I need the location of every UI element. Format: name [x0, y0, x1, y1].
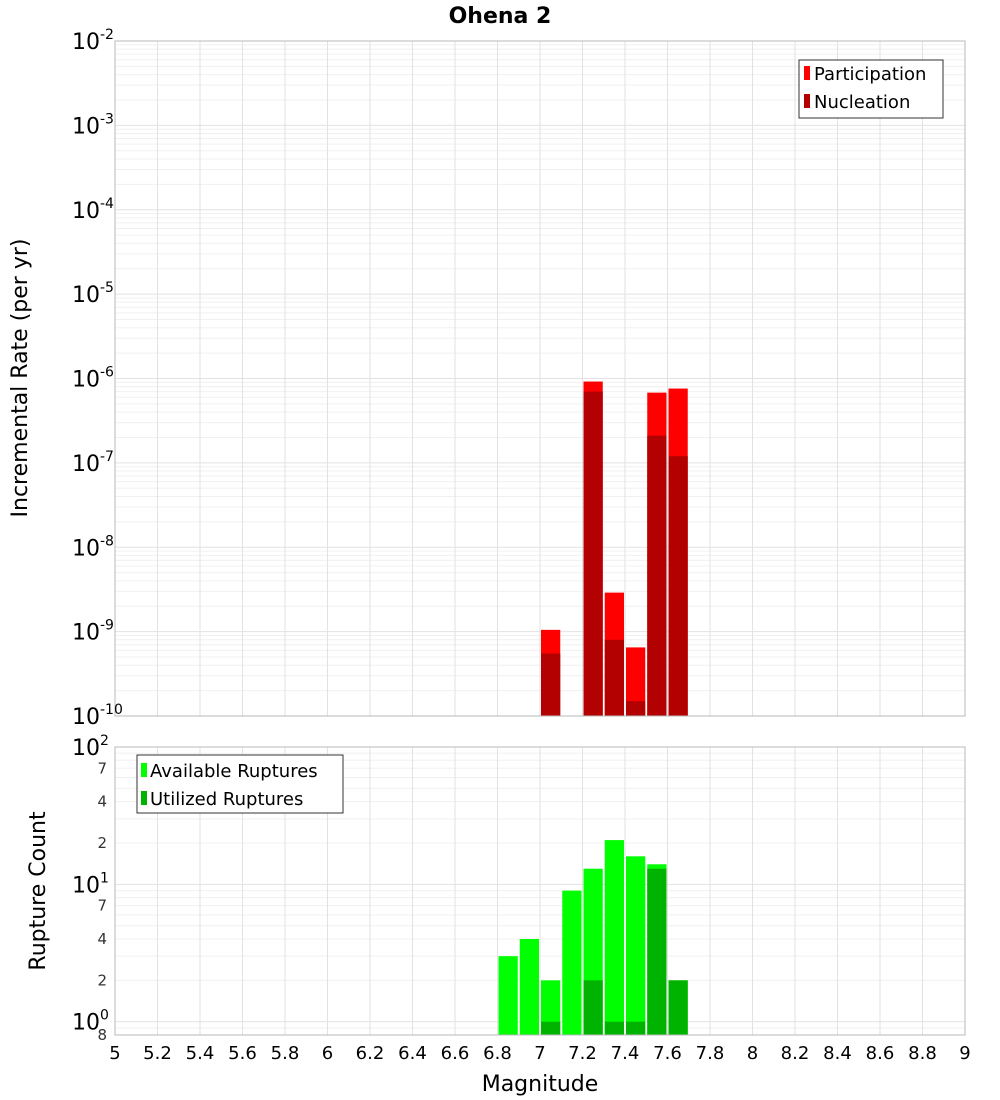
- x-tick-label: 9: [959, 1043, 970, 1064]
- top-y-axis-label: Incremental Rate (per yr): [8, 239, 33, 518]
- y-tick-label: 10-7: [72, 449, 114, 477]
- bottom-plot-frame: [114, 746, 966, 1036]
- x-tick-label: 8.4: [823, 1043, 852, 1064]
- y-tick-label: 10-5: [72, 280, 114, 308]
- available-ruptures-bar: [519, 939, 539, 1035]
- utilized-ruptures-bar: [541, 1021, 561, 1035]
- utilized-ruptures-bar: [604, 1021, 624, 1035]
- y-minor-tick-label: 4: [97, 930, 107, 948]
- legend-label-nucleation: Nucleation: [814, 92, 910, 113]
- y-minor-tick-label: 8: [97, 1026, 107, 1044]
- legend-label-utilized: Utilized Ruptures: [150, 789, 303, 810]
- y-minor-tick-label: 7: [97, 759, 107, 777]
- legend-swatch-available: [141, 763, 147, 777]
- x-tick-label: 6.2: [356, 1043, 385, 1064]
- x-tick-label: 7.8: [696, 1043, 725, 1064]
- available-ruptures-bar: [498, 956, 518, 1035]
- utilized-ruptures-bar: [668, 980, 688, 1035]
- available-ruptures-bar: [604, 840, 624, 1035]
- utilized-ruptures-bar: [626, 1021, 646, 1035]
- x-tick-label: 6.6: [441, 1043, 470, 1064]
- nucleation-bar: [583, 391, 603, 716]
- y-minor-tick-label: 2: [97, 971, 107, 989]
- y-tick-label: 10-2: [72, 27, 114, 55]
- top-plot-bars: [541, 381, 688, 716]
- y-tick-label: 101: [72, 870, 109, 898]
- y-tick-label: 100: [72, 1008, 109, 1036]
- x-tick-label: 8.8: [908, 1043, 937, 1064]
- legend-label-available: Available Ruptures: [150, 761, 318, 782]
- x-tick-label: 7.2: [568, 1043, 597, 1064]
- x-tick-label: 5.8: [271, 1043, 300, 1064]
- available-ruptures-bar: [626, 856, 646, 1035]
- nucleation-bar: [668, 456, 688, 716]
- x-tick-label: 7.4: [611, 1043, 640, 1064]
- x-tick-label: 5.6: [228, 1043, 257, 1064]
- nucleation-bar: [626, 701, 646, 716]
- legend-swatch-participation: [804, 66, 810, 80]
- x-axis-label: Magnitude: [482, 1072, 599, 1097]
- y-tick-label: 10-9: [72, 618, 114, 646]
- x-tick-label: 8.2: [781, 1043, 810, 1064]
- bottom-y-axis-label: Rupture Count: [26, 811, 51, 971]
- y-minor-tick-label: 2: [97, 834, 107, 852]
- x-tick-labels: 5 5.2 5.4 5.6 5.8 6 6.2 6.4 6.6 6.8 7 7.2 7.4 7.6 7.8 8…: [109, 1043, 970, 1064]
- bottom-legend: Available Ruptures Utilized Ruptures: [136, 754, 344, 814]
- top-plot-grid: [114, 40, 966, 717]
- x-tick-label: 8.6: [866, 1043, 895, 1064]
- x-tick-label: 6: [322, 1043, 333, 1064]
- chart-title: Ohena 2: [449, 4, 552, 29]
- participation-bar: [626, 647, 646, 716]
- bottom-plot-bars: [498, 840, 688, 1035]
- available-ruptures-bar: [541, 980, 561, 1035]
- y-tick-label: 102: [72, 733, 109, 761]
- x-tick-label: 6.8: [483, 1043, 512, 1064]
- top-y-tick-labels: 10-2 10-3 10-4 10-5 10-6 10-7 10-8 10-9 10-10: [72, 27, 123, 730]
- x-tick-label: 5: [109, 1043, 120, 1064]
- x-tick-label: 7.6: [653, 1043, 682, 1064]
- x-tick-label: 5.4: [186, 1043, 215, 1064]
- y-tick-label: 10-3: [72, 111, 114, 139]
- x-tick-label: 5.2: [143, 1043, 172, 1064]
- legend-swatch-utilized: [141, 791, 147, 805]
- y-tick-label: 10-10: [72, 702, 123, 730]
- x-tick-label: 7: [534, 1043, 545, 1064]
- y-tick-label: 10-4: [72, 196, 114, 224]
- legend-swatch-nucleation: [804, 94, 810, 108]
- x-tick-label: 8: [747, 1043, 758, 1064]
- top-legend: Participation Nucleation: [798, 59, 944, 119]
- available-ruptures-bar: [562, 890, 582, 1035]
- top-plot-frame: [114, 40, 966, 717]
- bottom-y-tick-labels: 102 101 100 7 4 2 7 4 2 8: [72, 733, 109, 1044]
- y-minor-tick-label: 4: [97, 793, 107, 811]
- nucleation-bar: [604, 639, 624, 716]
- nucleation-bar: [647, 435, 667, 716]
- utilized-ruptures-bar: [647, 868, 667, 1035]
- nucleation-bar: [541, 653, 561, 716]
- y-minor-tick-label: 7: [97, 897, 107, 915]
- legend-label-participation: Participation: [814, 64, 926, 85]
- x-tick-label: 6.4: [398, 1043, 427, 1064]
- y-tick-label: 10-6: [72, 365, 114, 393]
- y-tick-label: 10-8: [72, 533, 114, 561]
- utilized-ruptures-bar: [583, 980, 603, 1035]
